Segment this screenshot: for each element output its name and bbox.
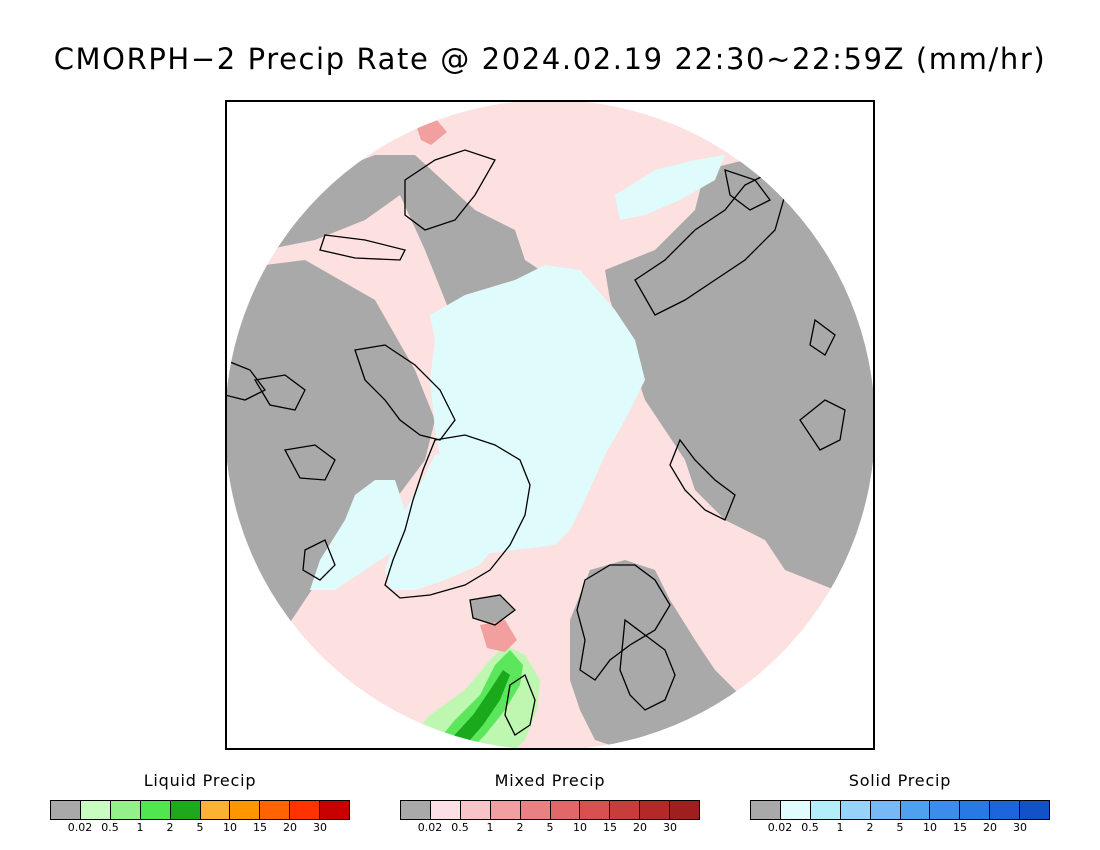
land-iceland: [470, 595, 515, 625]
legend-ticks: 0.02 0.5 1 2 5 10 15 20 30: [50, 821, 350, 835]
land-siberia: [605, 160, 873, 590]
legend-swatch: [990, 801, 1021, 819]
legend-tick-label: 10: [923, 821, 937, 834]
legend-tick-label: 30: [313, 821, 327, 834]
legend-tick-label: 1: [136, 821, 144, 834]
legend-swatch: [490, 801, 521, 819]
legend-ticks: 0.02 0.5 1 2 5 10 15 20 30: [400, 821, 700, 835]
legend-tick-label: 5: [196, 821, 204, 834]
polar-precip-map: [225, 100, 875, 750]
legend-swatch: [401, 801, 431, 819]
legend-swatch: [550, 801, 581, 819]
legend-swatch: [80, 801, 111, 819]
map-title: CMORPH−2 Precip Rate @ 2024.02.19 22:30~…: [53, 42, 1047, 76]
legend-swatch: [870, 801, 901, 819]
legend-swatch: [110, 801, 141, 819]
snow-arctic-ocean: [310, 265, 645, 590]
legend-tick-label: 30: [1013, 821, 1027, 834]
legend-swatch: [230, 801, 261, 819]
legend-swatch: [610, 801, 641, 819]
legend-swatches: [50, 800, 350, 820]
legend-tick-label: 30: [663, 821, 677, 834]
snow-pacific-strip: [615, 155, 725, 220]
legend-swatch: [320, 801, 350, 819]
legend-swatch: [1020, 801, 1050, 819]
legend-tick-label: 0.5: [451, 821, 469, 834]
legend-swatch: [170, 801, 201, 819]
legend-swatch: [900, 801, 931, 819]
legend-tick-label: 1: [486, 821, 494, 834]
legend-tick-label: 2: [866, 821, 874, 834]
legend-swatch: [430, 801, 461, 819]
legend-tick-label: 10: [573, 821, 587, 834]
rain-heavy-band: [450, 670, 510, 748]
legend-swatches: [400, 800, 700, 820]
legend-tick-label: 1: [836, 821, 844, 834]
legend-swatch: [751, 801, 781, 819]
legend-swatch: [260, 801, 291, 819]
land-scandinavia: [570, 560, 745, 748]
coastlines: [227, 149, 846, 736]
legend-tick-label: 15: [953, 821, 967, 834]
mixed-patch-atlantic: [480, 620, 517, 652]
legend-swatch: [810, 801, 841, 819]
snow-pole-center: [532, 387, 568, 423]
legend-tick-label: 15: [603, 821, 617, 834]
legend-tick-label: 0.5: [101, 821, 119, 834]
legend-swatch: [840, 801, 871, 819]
land-canada-west: [227, 260, 435, 630]
legend-tick-label: 5: [546, 821, 554, 834]
legend-title: Mixed Precip: [494, 771, 606, 790]
legend-mixed-precip: Mixed Precip 0.02 0.5 1 2 5 10 15 20 30: [400, 770, 700, 835]
legend-swatch: [200, 801, 231, 819]
legend-tick-label: 0.02: [417, 821, 443, 834]
legend-title: Solid Precip: [848, 771, 952, 790]
legend-swatch: [290, 801, 321, 819]
legend-tick-label: 0.5: [801, 821, 819, 834]
legend-swatch: [930, 801, 961, 819]
legend-swatch: [520, 801, 551, 819]
legend-tick-label: 15: [253, 821, 267, 834]
legend-swatch: [670, 801, 700, 819]
legend-tick-label: 0.02: [767, 821, 793, 834]
legend-tick-label: 20: [283, 821, 297, 834]
legend-liquid-precip: Liquid Precip 0.02 0.5 1 2 5 10 15 20 30: [50, 770, 350, 835]
legend-title: Liquid Precip: [143, 771, 257, 790]
legend-swatch: [780, 801, 811, 819]
map-canvas: [227, 102, 873, 748]
legend-swatch: [51, 801, 81, 819]
legend-swatch: [140, 801, 171, 819]
legend-solid-precip: Solid Precip 0.02 0.5 1 2 5 10 15 20 30: [750, 770, 1050, 835]
legend-tick-label: 2: [166, 821, 174, 834]
legend-ticks: 0.02 0.5 1 2 5 10 15 20 30: [750, 821, 1050, 835]
legend-tick-label: 0.02: [67, 821, 93, 834]
snow-greenland: [385, 445, 525, 590]
legend-swatch: [580, 801, 611, 819]
legend-tick-label: 10: [223, 821, 237, 834]
legend-tick-label: 20: [633, 821, 647, 834]
legend-swatch: [960, 801, 991, 819]
legend-swatches: [750, 800, 1050, 820]
legend-tick-label: 20: [983, 821, 997, 834]
legend-tick-label: 2: [516, 821, 524, 834]
legend-swatch: [460, 801, 491, 819]
legend-swatch: [640, 801, 671, 819]
legend-tick-label: 5: [896, 821, 904, 834]
